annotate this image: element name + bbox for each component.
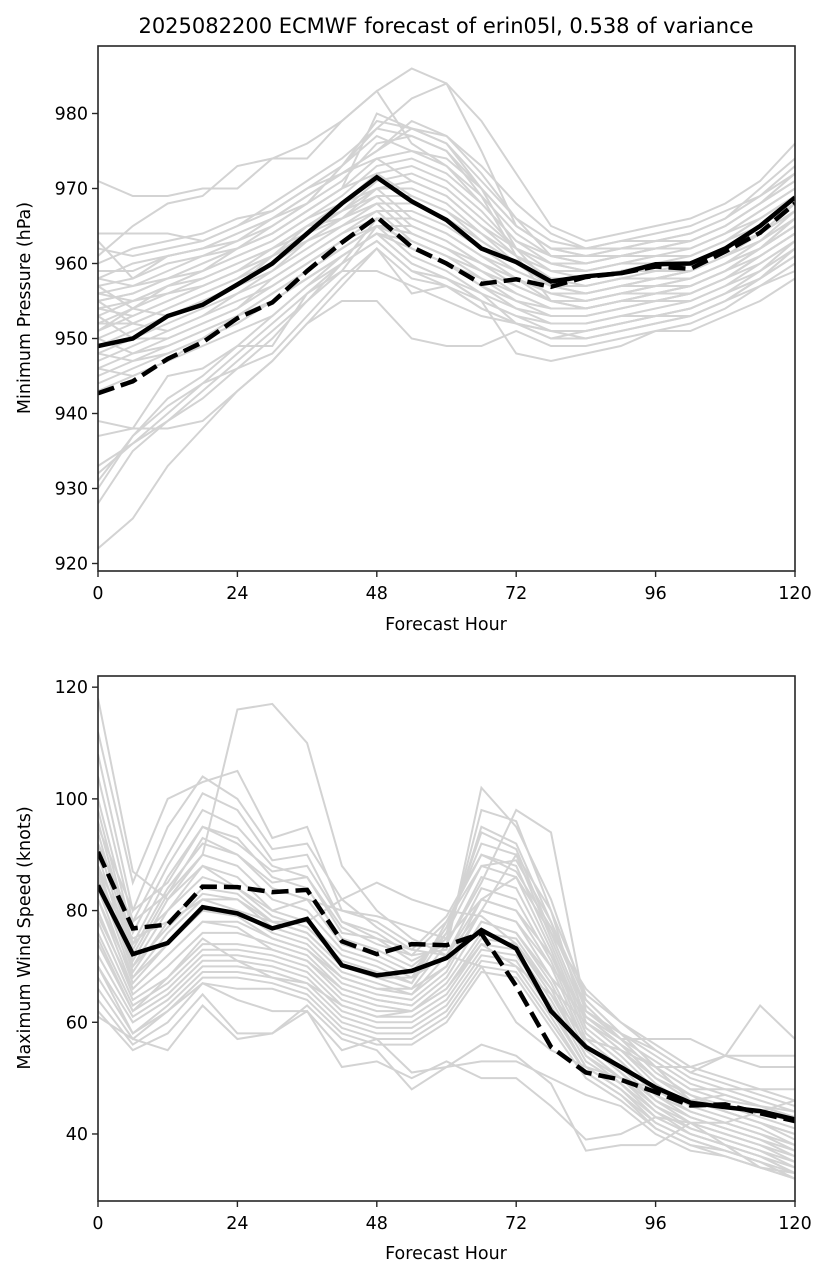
wind-y-tick-label: 40 — [66, 1125, 88, 1145]
wind-y-tick-label: 60 — [66, 1013, 88, 1033]
pressure-y-tick-label: 970 — [55, 180, 88, 200]
pressure-x-tick-label: 48 — [366, 584, 388, 604]
pressure-ensemble-mean-line — [98, 174, 795, 349]
wind-ensemble-member-9 — [98, 854, 795, 1152]
wind-ensemble-member-24 — [98, 1004, 795, 1175]
pressure-ensemble-member-34 — [98, 247, 795, 550]
pressure-x-tick-label: 96 — [644, 584, 666, 604]
wind-ensemble-mean-line — [98, 884, 795, 1122]
wind-x-tick-label: 0 — [92, 1214, 103, 1234]
wind-main-lines — [98, 850, 795, 1124]
pressure-ensemble-member-35 — [98, 224, 795, 475]
pressure-y-tick-label: 930 — [55, 480, 88, 500]
wind-ensemble-member-25 — [98, 965, 795, 1152]
wind-x-tick-label: 120 — [778, 1214, 811, 1234]
wind-ensemble-member-15 — [98, 921, 795, 1169]
pressure-ensemble-member-38 — [98, 202, 795, 325]
wind-ensemble-member-20 — [98, 959, 795, 1180]
pressure-ensemble-member-25 — [98, 224, 795, 355]
pressure-axes: 0 24 48 72 96 120 920 930 940 950 960 970 980 Forec… — [15, 45, 812, 635]
wind-y-axis-label: Maximum Wind Speed (knots) — [15, 806, 35, 1069]
wind-x-axis-label: Forecast Hour — [385, 1244, 508, 1264]
pressure-x-tick-label: 24 — [226, 584, 248, 604]
wind-axes-frame — [97, 675, 796, 1202]
pressure-ensemble-member-37 — [98, 194, 795, 318]
pressure-x-tick-label: 120 — [778, 584, 811, 604]
pressure-y-tick-label: 940 — [55, 405, 88, 425]
pressure-y-tick-label: 950 — [55, 330, 88, 350]
wind-y-tick-label: 100 — [55, 790, 88, 810]
pressure-ensemble-member-42 — [98, 127, 795, 332]
pressure-ensemble-member-11 — [98, 172, 795, 317]
pressure-axes-frame — [97, 45, 796, 572]
pressure-ensemble-member-29 — [98, 270, 795, 437]
wind-ensemble-member-31 — [98, 864, 795, 1108]
wind-y-ticks: 40 60 80 100 120 — [55, 678, 98, 1145]
pressure-x-tick-label: 72 — [505, 584, 527, 604]
wind-ensemble-member-30 — [98, 881, 795, 1113]
pressure-y-tick-label: 960 — [55, 255, 88, 275]
pressure-main-lines — [98, 174, 795, 396]
wind-ensemble-member-33 — [98, 825, 795, 1119]
wind-ensemble-member-26 — [98, 937, 795, 1068]
wind-ensemble-member-13 — [98, 899, 795, 1163]
pressure-ensemble-member-40 — [98, 157, 795, 273]
wind-ensemble-member-22 — [98, 970, 795, 1180]
chart-title: 2025082200 ECMWF forecast of erin05l, 0.… — [138, 14, 753, 38]
wind-ensemble-member-27 — [98, 915, 795, 1057]
wind-x-tick-label: 24 — [226, 1214, 248, 1234]
wind-x-tick-label: 96 — [644, 1214, 666, 1234]
pressure-y-tick-label: 980 — [55, 105, 88, 125]
pressure-x-axis-label: Forecast Hour — [385, 615, 508, 635]
pressure-weighted-mean-line — [98, 201, 795, 396]
pressure-ensemble-member-28 — [98, 262, 795, 430]
wind-x-tick-label: 48 — [366, 1214, 388, 1234]
pressure-y-axis-label: Minimum Pressure (hPa) — [15, 202, 35, 414]
pressure-x-tick-label: 0 — [92, 584, 103, 604]
wind-weighted-mean-line — [98, 850, 795, 1124]
wind-ensemble-member-18 — [98, 948, 795, 1175]
wind-y-tick-label: 120 — [55, 678, 88, 698]
wind-ensemble-member-32 — [98, 836, 795, 1113]
pressure-ensemble-member-41 — [98, 112, 795, 302]
wind-x-tick-label: 72 — [505, 1214, 527, 1234]
wind-x-ticks: 0 24 48 72 96 120 — [92, 1201, 812, 1234]
pressure-x-ticks: 0 24 48 72 96 120 — [92, 571, 812, 604]
pressure-y-tick-label: 920 — [55, 555, 88, 575]
pressure-y-ticks: 920 930 940 950 960 970 980 — [55, 105, 98, 575]
wind-y-tick-label: 80 — [66, 902, 88, 922]
